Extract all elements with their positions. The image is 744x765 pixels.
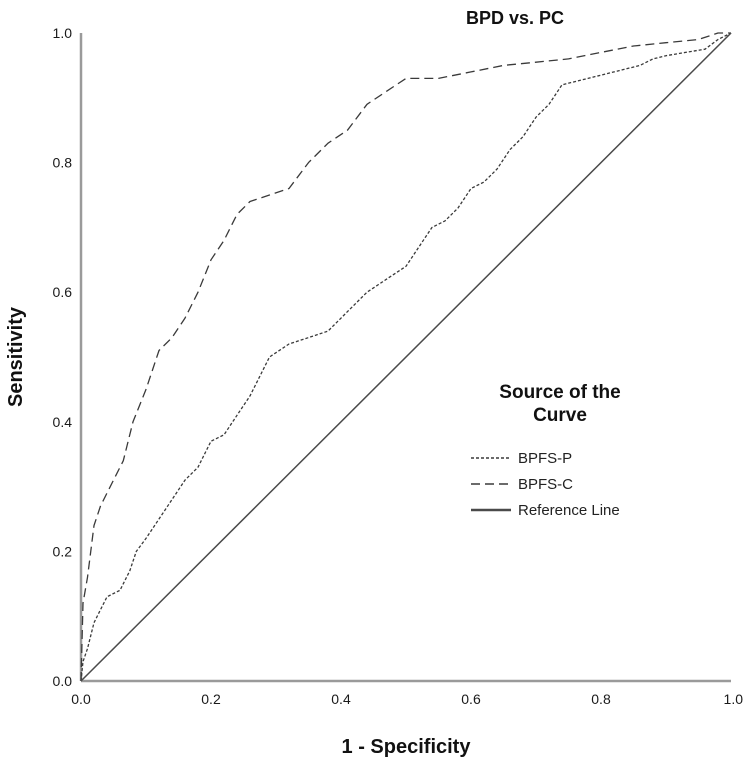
y-tick-label: 0.4 [53, 414, 73, 430]
legend-title-line-2: Curve [533, 405, 587, 426]
series-layer [80, 32, 732, 682]
legend-label: BPFS-P [518, 450, 572, 467]
x-tick-label: 0.4 [331, 691, 351, 707]
y-tick-label: 0.6 [53, 284, 73, 300]
x-axis-ticks: 0.0 0.2 0.4 0.6 0.8 1.0 [71, 691, 743, 707]
x-tick-label: 1.0 [724, 691, 744, 707]
x-axis-title: 1 - Specificity [342, 736, 472, 758]
series-line-reference-line [80, 32, 732, 682]
x-tick-label: 0.2 [201, 691, 221, 707]
series-line-bpfs-c [80, 32, 731, 682]
legend-title-line-1: Source of the [499, 382, 620, 403]
y-tick-label: 0.8 [53, 155, 73, 171]
y-tick-label: 0.0 [53, 673, 73, 689]
y-tick-label: 1.0 [53, 25, 73, 41]
y-axis-ticks: 0.0 0.2 0.4 0.6 0.8 1.0 [53, 25, 73, 689]
chart-title: BPD vs. PC [466, 8, 564, 28]
legend: Source of the Curve BPFS-P BPFS-C Referenc… [471, 382, 621, 519]
x-tick-label: 0.6 [461, 691, 481, 707]
legend-label: Reference Line [518, 502, 620, 519]
y-tick-label: 0.2 [53, 543, 73, 559]
y-axis-title: Sensitivity [5, 306, 27, 407]
x-tick-label: 0.0 [71, 691, 91, 707]
plot-area [79, 33, 731, 683]
legend-label: BPFS-C [518, 476, 573, 493]
legend-items: BPFS-P BPFS-C Reference Line [471, 450, 620, 519]
x-tick-label: 0.8 [591, 691, 611, 707]
